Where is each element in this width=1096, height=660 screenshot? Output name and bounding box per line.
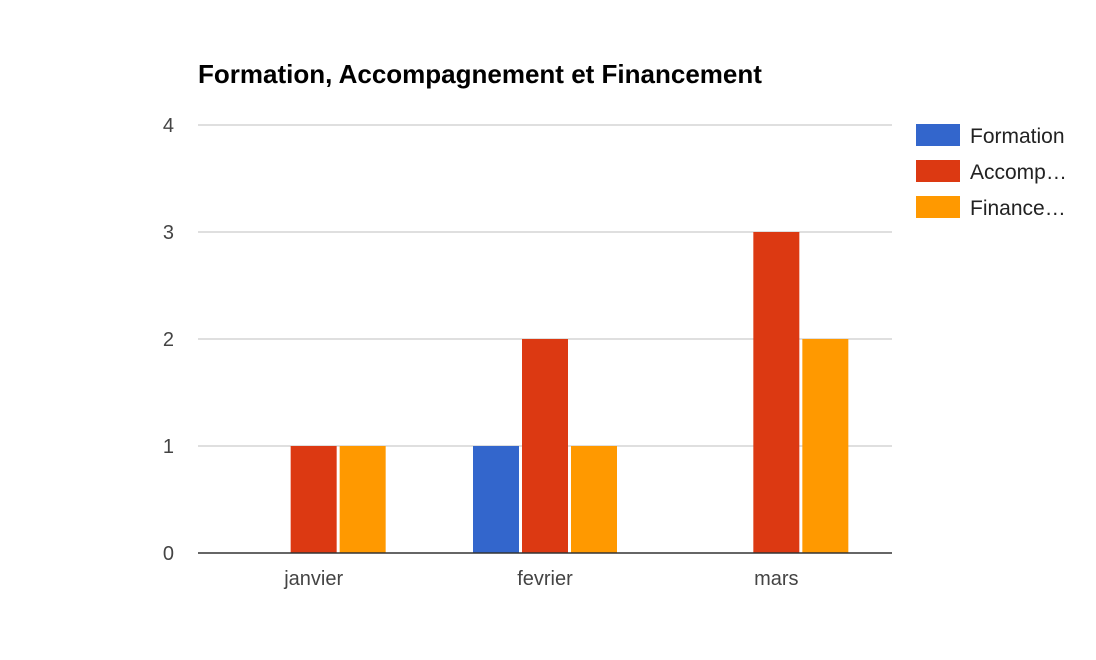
y-axis-tick-labels: 0 1 2 3 4 (163, 115, 174, 565)
x-tick-label: janvier (283, 568, 343, 590)
bar-financement-janvier (339, 446, 386, 553)
bar-formation-fevrier (473, 446, 519, 553)
chart-title: Formation, Accompagnement et Financement (198, 59, 762, 89)
y-tick-label: 2 (163, 329, 174, 351)
bars (290, 232, 849, 553)
legend-swatch-formation (916, 124, 960, 146)
legend-label-accompagnement: Accomp… (970, 161, 1067, 184)
legend-swatch-financement (916, 196, 960, 218)
x-axis-tick-labels: janvier fevrier mars (283, 568, 798, 590)
y-tick-label: 4 (163, 115, 174, 137)
legend-label-formation: Formation (970, 125, 1065, 148)
y-tick-label: 1 (163, 436, 174, 458)
legend-swatch-accompagnement (916, 160, 960, 182)
legend-label-financement: Finance… (970, 197, 1066, 220)
x-tick-label: fevrier (517, 568, 573, 590)
bar-accompagnement-janvier (290, 446, 337, 553)
bar-financement-mars (802, 339, 849, 553)
bar-accompagnement-fevrier (522, 339, 568, 553)
y-tick-label: 0 (163, 543, 174, 565)
bar-accompagnement-mars (753, 232, 800, 553)
bar-financement-fevrier (571, 446, 617, 553)
legend: Formation Accomp… Finance… (916, 124, 1067, 220)
y-tick-label: 3 (163, 222, 174, 244)
x-tick-label: mars (754, 568, 798, 590)
